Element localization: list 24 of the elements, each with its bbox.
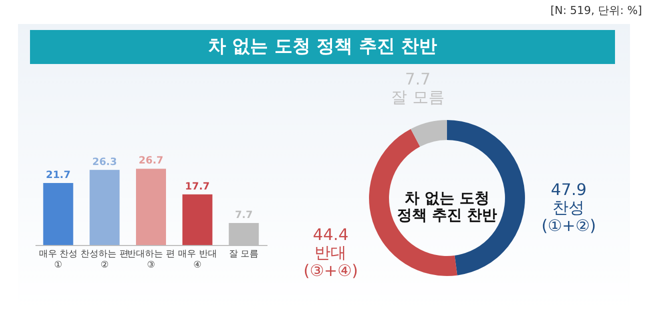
data-label: 17.7 [185, 181, 210, 192]
data-label: 26.7 [138, 156, 164, 167]
slice-label: 찬성 (①+②) [541, 198, 596, 235]
donut-slice [410, 120, 447, 147]
bar [136, 168, 166, 245]
text: 차 없는 도청 정책 추진 찬반 [396, 189, 498, 224]
x-tick-label: 매우 반대 ④ [178, 250, 217, 270]
x-tick-label: 매우 찬성 ① [38, 250, 78, 270]
slice-label: 잘 모름 [391, 88, 444, 107]
text: 차 없는 도청 정책 추진 찬반 [30, 30, 615, 64]
data-label: 47.9 [550, 180, 587, 199]
data-label: 21.7 [46, 170, 71, 181]
x-tick-label: 잘 모름 [228, 250, 259, 260]
text: [N: 519, 단위: %] [550, 3, 642, 18]
data-label: 7.7 [405, 70, 430, 89]
bar [43, 183, 74, 245]
data-label: 7.7 [234, 210, 253, 221]
x-tick-label: 찬성하는 편 ② [80, 250, 129, 270]
data-label: 44.4 [312, 224, 349, 244]
x-tick-label: 반대하는 편 ③ [127, 250, 175, 270]
bar [182, 194, 212, 245]
bar [90, 170, 120, 245]
data-label: 26.3 [92, 156, 117, 168]
slice-label: 반대 (③+④) [303, 242, 358, 280]
